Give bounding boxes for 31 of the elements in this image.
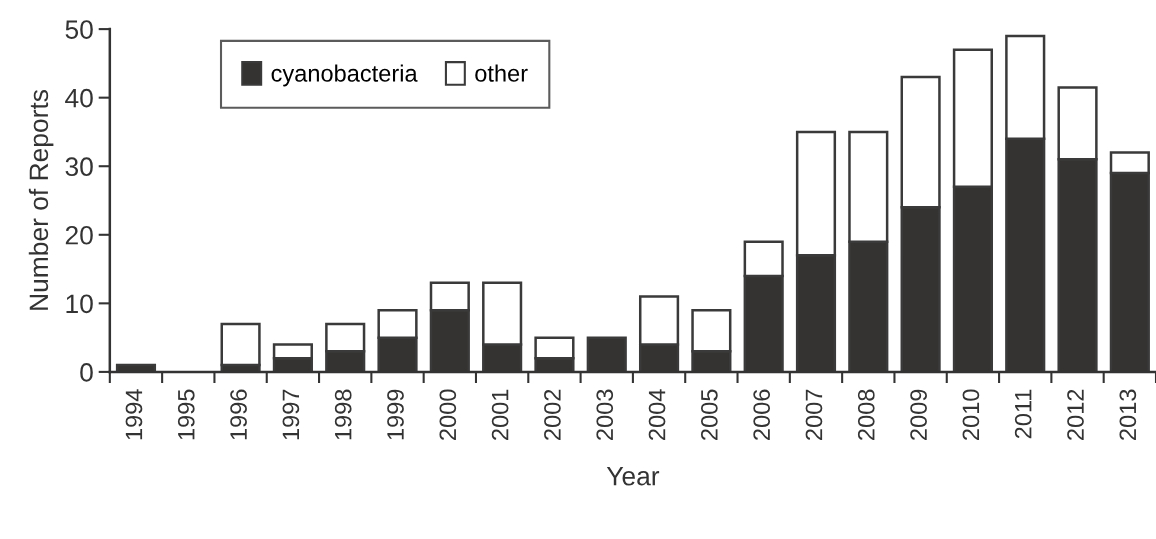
- x-tick-label: 1996: [230, 389, 247, 440]
- x-tick-label: 2007: [805, 389, 823, 440]
- x-tick-label: 2003: [596, 389, 614, 440]
- x-tick-label: 2006: [753, 389, 771, 440]
- x-tick-label: 1999: [387, 389, 404, 440]
- x-tick-label: 2004: [648, 389, 666, 440]
- y-tick-label: 0: [80, 363, 93, 382]
- x-axis-title: Year: [606, 467, 660, 486]
- x-tick-label: 1994: [125, 389, 143, 440]
- x-tick-label: 2009: [910, 389, 927, 440]
- x-tick-label: 2013: [1119, 389, 1137, 440]
- y-tick-label: 30: [65, 157, 93, 177]
- y-tick-label: 50: [65, 20, 93, 39]
- y-axis-title: Number of Reports: [28, 89, 54, 310]
- y-tick-label: 40: [65, 88, 93, 108]
- legend-label: cyanobacteria: [271, 64, 418, 87]
- x-tick-label: 2012: [1067, 389, 1084, 440]
- x-tick-label: 2002: [544, 389, 561, 440]
- x-tick-label: 2008: [857, 389, 875, 440]
- x-tick-label: 2001: [491, 389, 509, 440]
- x-tick-label: 2010: [962, 389, 980, 440]
- legend-label: other: [475, 64, 528, 82]
- y-tick-label: 20: [65, 225, 93, 245]
- x-tick-label: 2000: [439, 389, 457, 440]
- x-tick-label: 2005: [700, 389, 718, 440]
- bar: [220, 322, 261, 367]
- y-tick-label: 10: [66, 294, 93, 314]
- x-tick-label: 1997: [282, 389, 300, 440]
- x-tick-label: 1998: [334, 389, 352, 440]
- x-tick-label: 1995: [177, 389, 195, 440]
- x-tick-label: 2011: [1014, 389, 1032, 439]
